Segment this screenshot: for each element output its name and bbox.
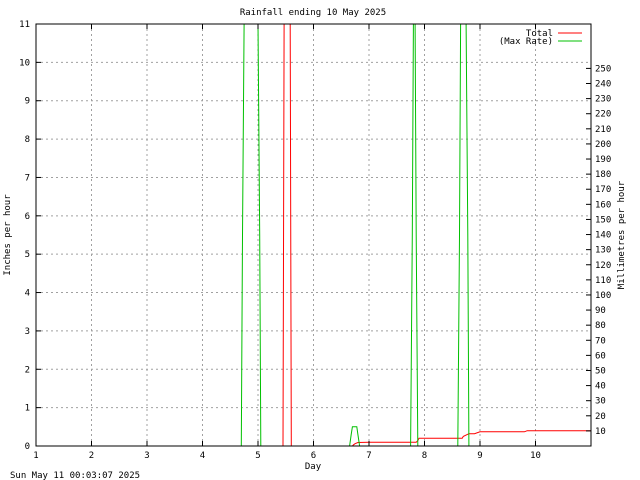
y2-tick-label: 120	[595, 261, 611, 271]
legend-label: Total	[526, 29, 553, 39]
x-axis-label: Day	[305, 462, 322, 472]
y2-tick-label: 70	[595, 336, 606, 346]
x-tick-label: 4	[200, 451, 205, 461]
y-tick-label: 3	[25, 327, 30, 337]
y-tick-label: 6	[25, 212, 30, 222]
y-tick-label: 0	[25, 442, 30, 452]
y-tick-label: 10	[19, 58, 30, 68]
x-tick-label: 7	[366, 451, 371, 461]
y2-tick-label: 190	[595, 155, 611, 165]
x-tick-label: 1	[33, 451, 38, 461]
y2-tick-label: 30	[595, 397, 606, 407]
y2-tick-label: 20	[595, 412, 606, 422]
y2-tick-label: 200	[595, 140, 611, 150]
y2-tick-label: 100	[595, 291, 611, 301]
y2-tick-label: 230	[595, 95, 611, 105]
chart-title: Rainfall ending 10 May 2025	[240, 8, 386, 18]
x-tick-label: 8	[422, 451, 427, 461]
y2-tick-label: 130	[595, 246, 611, 256]
y2-tick-label: 220	[595, 110, 611, 120]
y2-tick-label: 90	[595, 306, 606, 316]
x-tick-label: 6	[311, 451, 316, 461]
y2-tick-label: 80	[595, 321, 606, 331]
y2-tick-label: 150	[595, 215, 611, 225]
y-tick-label: 5	[25, 250, 30, 260]
y2-tick-label: 140	[595, 231, 611, 241]
y-tick-label: 11	[19, 20, 30, 30]
y-axis-label: Inches per hour	[3, 194, 13, 276]
x-tick-label: 10	[530, 451, 541, 461]
y-tick-label: 9	[25, 97, 30, 107]
y2-tick-label: 10	[595, 427, 606, 437]
y2-tick-label: 240	[595, 80, 611, 90]
legend: Total(Max Rate)	[499, 29, 582, 47]
y2-tick-label: 110	[595, 276, 611, 286]
y2-tick-label: 40	[595, 382, 606, 392]
y2-tick-label: 170	[595, 185, 611, 195]
y2-tick-label: 60	[595, 351, 606, 361]
x-tick-label: 9	[477, 451, 482, 461]
y-tick-label: 7	[25, 173, 30, 183]
y-tick-label: 8	[25, 135, 30, 145]
y-tick-label: 4	[25, 289, 30, 299]
y2-tick-label: 180	[595, 170, 611, 180]
y2-axis-label: Millimetres per hour	[617, 180, 627, 289]
grid-layer	[36, 24, 591, 446]
y2-tick-label: 50	[595, 366, 606, 376]
y2-tick-label: 210	[595, 125, 611, 135]
y-tick-label: 1	[25, 404, 30, 414]
x-tick-label: 5	[255, 451, 260, 461]
y2-tick-label: 160	[595, 200, 611, 210]
y2-tick-label: 250	[595, 64, 611, 74]
ticks-layer: 1 2 3 4 5 6 7 8 9 1001234567891011102030405060708…	[19, 20, 611, 461]
footer-timestamp: Sun May 11 00:03:07 2025	[10, 471, 140, 480]
legend-label: (Max Rate)	[499, 37, 553, 47]
x-tick-label: 3	[144, 451, 149, 461]
y-tick-label: 2	[25, 365, 30, 375]
x-tick-label: 2	[89, 451, 94, 461]
